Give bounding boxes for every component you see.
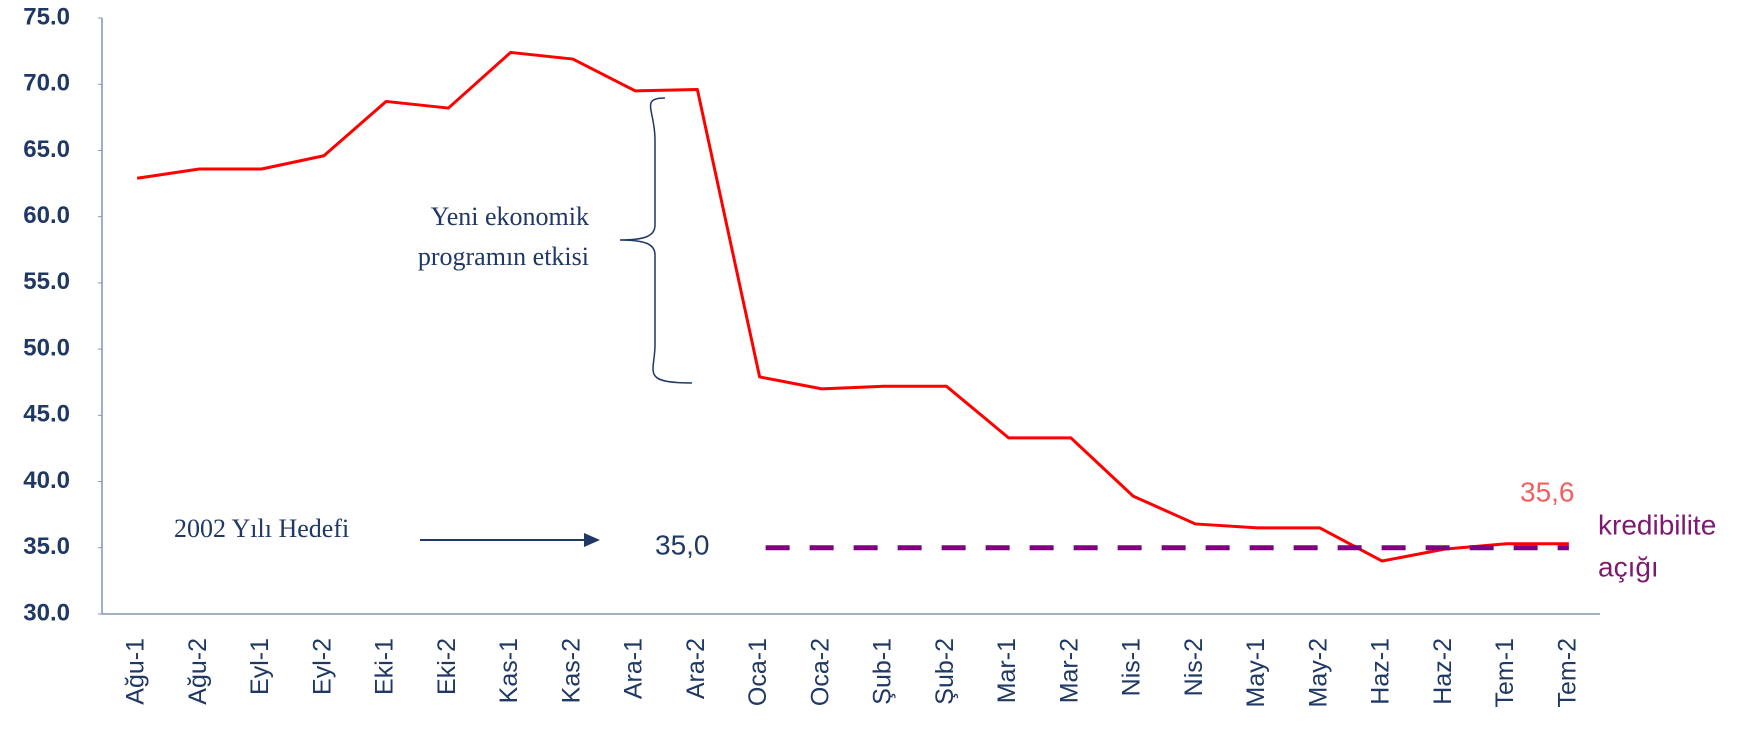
x-tick-label: Kas-1 — [495, 638, 523, 703]
x-tick-label: Ağu-2 — [184, 638, 212, 705]
x-tick-label: Ara-1 — [620, 638, 648, 699]
y-tick-label: 30.0 — [23, 599, 70, 626]
x-tick-label: Eki-2 — [433, 638, 461, 695]
x-tick-label: Eyl-1 — [246, 638, 274, 695]
y-tick-label: 70.0 — [23, 70, 70, 97]
y-tick-label: 65.0 — [23, 136, 70, 163]
arrow-head — [584, 533, 600, 547]
y-tick-label: 60.0 — [23, 202, 70, 229]
x-tick-label: Eyl-2 — [308, 638, 336, 695]
data-line — [136, 50, 1569, 563]
annotation: 2002 Yılı Hedefi — [174, 514, 349, 543]
x-tick-label: Eki-1 — [371, 638, 399, 695]
x-tick-label: Haz-2 — [1429, 638, 1457, 705]
x-tick-label: Oca-1 — [744, 638, 772, 706]
x-tick-label: Ara-2 — [682, 638, 710, 699]
x-tick-label: May-2 — [1304, 638, 1332, 707]
x-tick-label: Mar-2 — [1055, 638, 1083, 703]
x-tick-label: Tem-1 — [1491, 638, 1519, 707]
y-tick-label: 45.0 — [23, 401, 70, 428]
annotation: 35,0 — [655, 529, 710, 560]
annotation: programın etkisi — [418, 242, 589, 271]
annotation: açığı — [1598, 551, 1659, 582]
x-tick-label: Tem-2 — [1553, 638, 1581, 707]
y-tick-label: 35.0 — [23, 533, 70, 560]
x-tick-label: May-1 — [1242, 638, 1270, 707]
x-tick-label: Şub-2 — [931, 638, 959, 705]
annotation: Yeni ekonomik — [431, 202, 589, 231]
annotation: kredibilite — [1598, 509, 1716, 540]
y-tick-label: 55.0 — [23, 268, 70, 295]
x-tick-label: Nis-2 — [1180, 638, 1208, 696]
x-tick-label: Haz-1 — [1367, 638, 1395, 705]
brace — [619, 97, 693, 384]
x-tick-label: Şub-1 — [869, 638, 897, 705]
x-tick-label: Ağu-1 — [122, 638, 150, 705]
x-tick-label: Oca-2 — [806, 638, 834, 706]
annotation: 35,6 — [1520, 476, 1575, 507]
x-tick-label: Nis-1 — [1118, 638, 1146, 696]
y-tick-label: 40.0 — [23, 467, 70, 494]
y-tick-label: 75.0 — [23, 3, 70, 30]
y-tick-label: 50.0 — [23, 334, 70, 361]
x-tick-label: Mar-1 — [993, 638, 1021, 703]
x-tick-label: Kas-2 — [557, 638, 585, 703]
